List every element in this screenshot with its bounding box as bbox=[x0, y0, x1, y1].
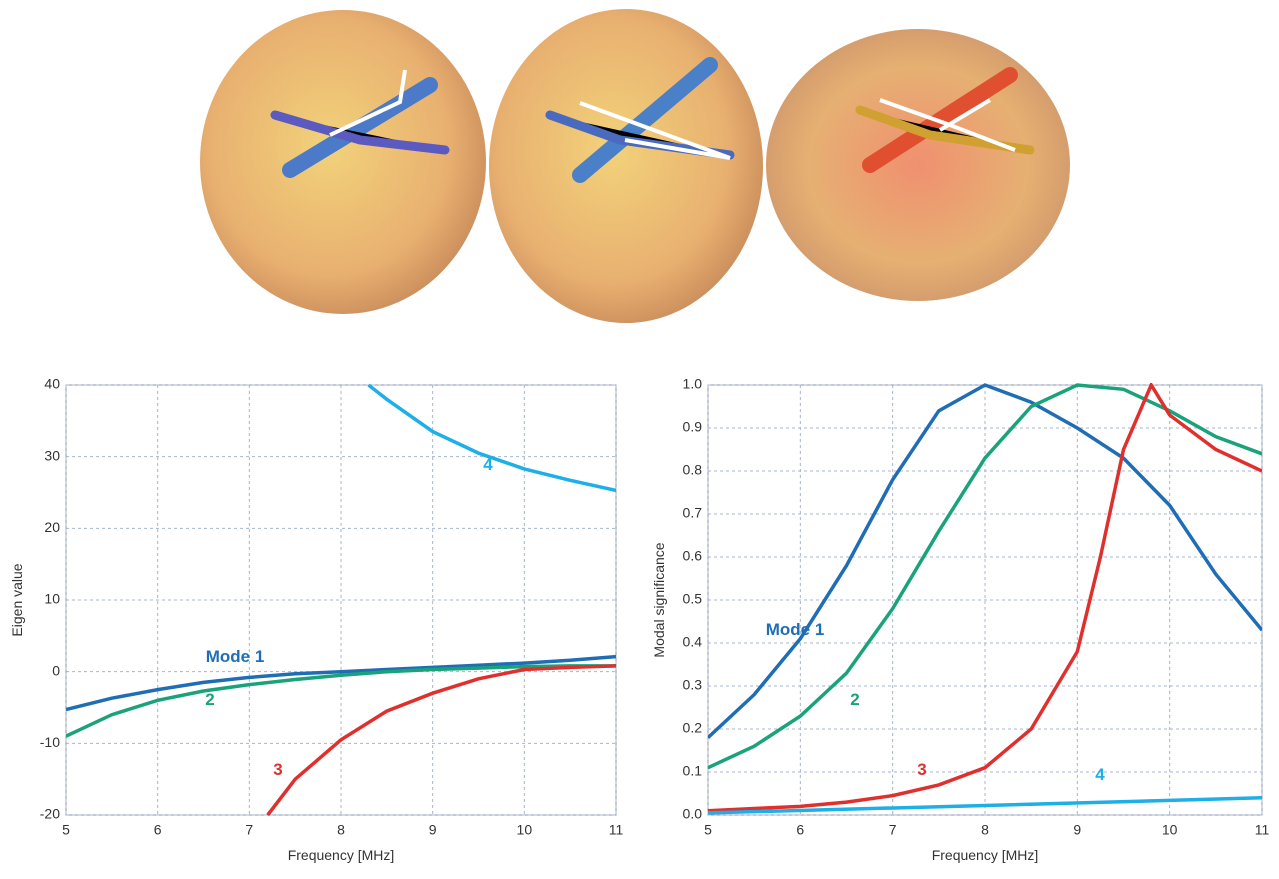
y-tick-label: 20 bbox=[44, 519, 60, 535]
y-tick-label: 0.1 bbox=[683, 763, 703, 779]
y-axis-label: Eigen value bbox=[9, 563, 25, 636]
x-tick-label: 11 bbox=[1255, 822, 1270, 838]
plot-area bbox=[66, 385, 616, 815]
y-tick-label: 0.3 bbox=[683, 677, 703, 693]
x-tick-label: 6 bbox=[796, 822, 804, 838]
x-tick-label: 8 bbox=[337, 822, 345, 838]
x-tick-label: 7 bbox=[889, 822, 897, 838]
pattern-1 bbox=[200, 10, 486, 314]
radiation-patterns bbox=[200, 9, 1070, 323]
y-tick-label: 10 bbox=[44, 591, 60, 607]
y-tick-label: 0.7 bbox=[683, 505, 703, 521]
x-tick-label: 5 bbox=[704, 822, 712, 838]
y-tick-label: 0.2 bbox=[683, 720, 703, 736]
series-label: 2 bbox=[850, 690, 859, 709]
y-tick-label: 0.6 bbox=[683, 548, 703, 564]
y-tick-label: 1.0 bbox=[683, 376, 703, 392]
y-tick-label: -10 bbox=[40, 734, 60, 750]
x-axis-label: Frequency [MHz] bbox=[288, 847, 395, 863]
y-tick-label: 0.8 bbox=[683, 462, 703, 478]
x-tick-label: 9 bbox=[1073, 822, 1081, 838]
figure: -20 -10 0 10 20 30 40 5 6 7 8 9 10 11 Frequency [MHz] E… bbox=[0, 0, 1279, 874]
series-label: 3 bbox=[917, 760, 926, 779]
pattern-2 bbox=[489, 9, 763, 323]
series-label: Mode 1 bbox=[766, 620, 825, 639]
x-tick-label: 5 bbox=[62, 822, 70, 838]
x-tick-label: 10 bbox=[1162, 822, 1178, 838]
x-tick-label: 10 bbox=[517, 822, 533, 838]
x-tick-label: 7 bbox=[245, 822, 253, 838]
y-tick-label: 40 bbox=[44, 376, 60, 392]
y-tick-label: 0.5 bbox=[683, 591, 703, 607]
y-tick-label: 0.4 bbox=[683, 634, 703, 650]
series-label: 3 bbox=[273, 760, 282, 779]
series-label: 4 bbox=[483, 455, 493, 474]
x-tick-label: 11 bbox=[609, 822, 624, 838]
x-tick-label: 6 bbox=[154, 822, 162, 838]
y-tick-label: 0.0 bbox=[683, 806, 703, 822]
pattern-3 bbox=[766, 29, 1070, 301]
y-tick-label: -20 bbox=[40, 806, 60, 822]
x-axis-label: Frequency [MHz] bbox=[932, 847, 1039, 863]
y-tick-label: 0 bbox=[52, 662, 60, 678]
series-label: Mode 1 bbox=[206, 647, 265, 666]
series-label: 2 bbox=[205, 690, 214, 709]
x-tick-label: 8 bbox=[981, 822, 989, 838]
y-tick-label: 30 bbox=[44, 447, 60, 463]
x-tick-label: 9 bbox=[429, 822, 437, 838]
y-tick-label: 0.9 bbox=[683, 419, 703, 435]
y-axis-label: Modal significance bbox=[651, 542, 667, 657]
series-label: 4 bbox=[1095, 765, 1105, 784]
